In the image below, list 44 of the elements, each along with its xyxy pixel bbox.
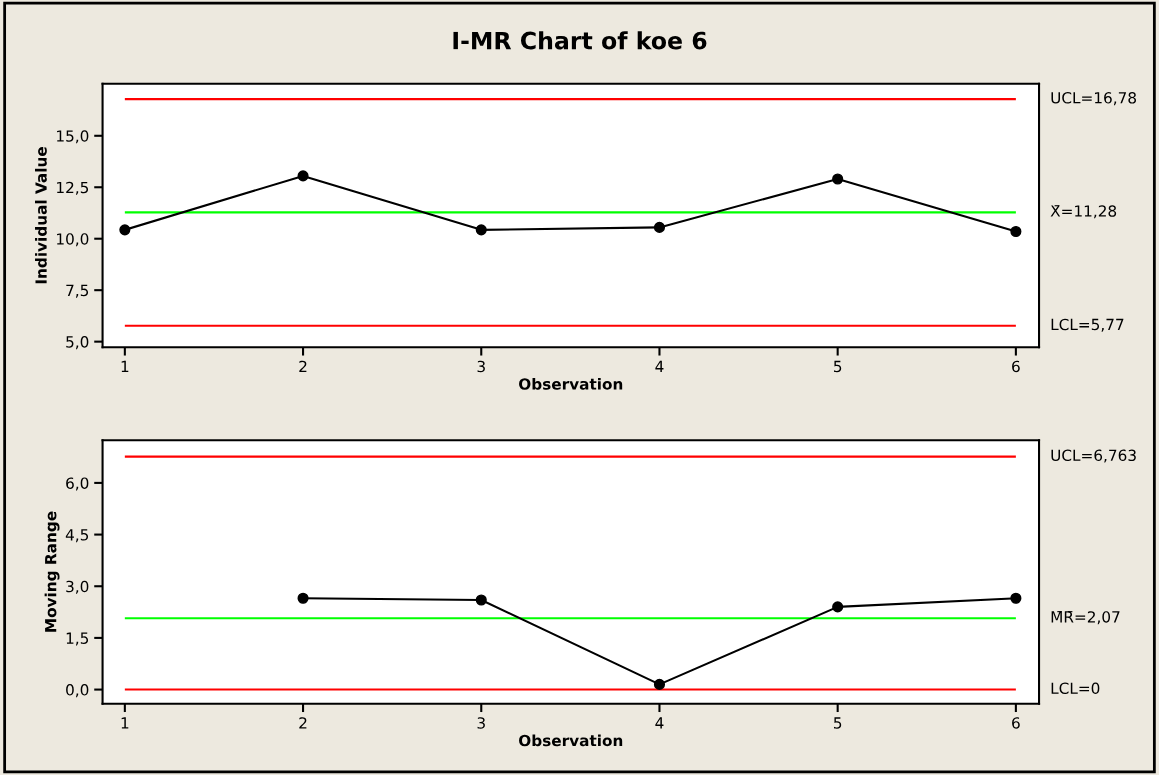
point [297,170,309,182]
x-tick-label: 6 [1012,360,1020,373]
ref-line-label: UCL=16,78 [1051,92,1137,106]
point [1010,225,1022,238]
point [832,601,844,613]
point [297,592,309,604]
x-tick-label: 1 [121,717,129,729]
x-tick-label: 3 [477,360,485,373]
y-tick-label: 1,5 [66,632,89,646]
ref-line-label: LCL=0 [1051,682,1100,695]
x-axis-title: Observation [519,377,623,390]
point [653,221,666,233]
ref-line-label: M̄R̄=2,07 [1051,611,1120,625]
x-tick-label: 4 [655,360,664,372]
point [475,594,487,606]
x-tick-label: 4 [655,717,664,729]
y-tick-label: 10,0 [57,233,89,247]
y-axis-title: Moving Range [44,511,60,632]
point [832,173,844,185]
point [653,678,666,690]
y-tick-label: 3,0 [66,580,89,594]
ref-line-label: X̄=11,28 [1050,205,1117,219]
chart-title: I-MR Chart of koe 6 [453,31,707,50]
y-tick-label: 12,5 [57,181,89,195]
x-tick-label: 2 [299,717,307,729]
ref-line-label: LCL=5,77 [1051,318,1124,332]
ref-line-label: UCL=6,763 [1051,449,1136,463]
y-tick-label: 5,0 [66,336,89,350]
x-axis-title: Observation [519,734,623,747]
y-tick-label: 15,0 [57,130,89,144]
y-axis-title: Individual Value [35,147,47,284]
x-tick-label: 2 [299,360,307,372]
x-tick-label: 1 [121,360,129,372]
y-tick-label: 4,5 [65,529,89,543]
y-tick-label: 6,0 [66,477,89,491]
point [475,224,487,236]
y-tick-label: 7,5 [66,284,89,298]
x-tick-label: 5 [833,717,842,729]
point [1010,592,1022,604]
point [119,224,131,236]
x-tick-label: 5 [833,360,842,373]
y-tick-label: 0,0 [66,684,89,698]
x-tick-label: 3 [477,717,485,729]
x-tick-label: 6 [1012,717,1020,729]
